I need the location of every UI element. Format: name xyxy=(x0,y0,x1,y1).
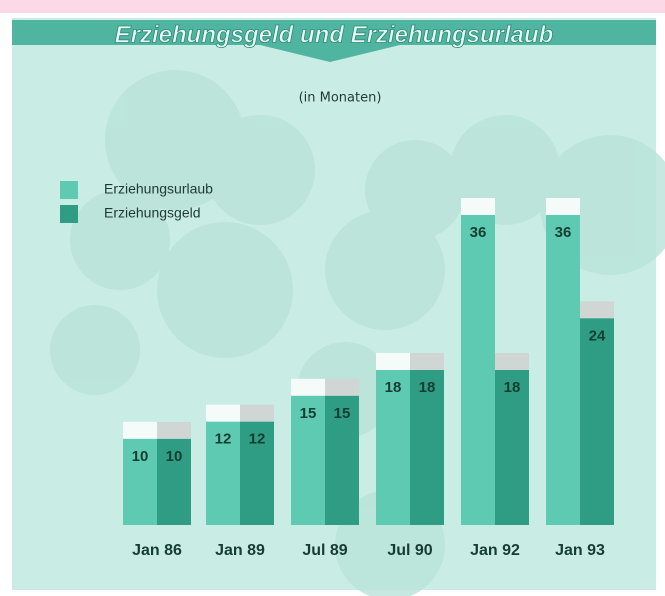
bar-cap xyxy=(410,353,444,370)
bar xyxy=(546,215,580,525)
legend-swatch xyxy=(60,205,78,223)
legend-label: Erziehungsgeld xyxy=(104,205,201,221)
data-label: 15 xyxy=(300,405,317,422)
bar-cap xyxy=(461,198,495,215)
data-label: 36 xyxy=(555,224,572,241)
top-band xyxy=(0,0,665,13)
x-tick-label: Jan 92 xyxy=(470,542,520,559)
data-label: 15 xyxy=(334,405,351,422)
x-tick-label: Jan 86 xyxy=(132,542,182,559)
data-label: 12 xyxy=(215,431,232,448)
bar-cap xyxy=(376,353,410,370)
bar-cap xyxy=(325,379,359,396)
bar xyxy=(461,215,495,525)
data-label: 10 xyxy=(132,448,149,465)
data-label: 12 xyxy=(249,431,266,448)
bar-cap xyxy=(240,405,274,422)
bar xyxy=(580,318,614,525)
data-label: 36 xyxy=(470,224,487,241)
bar-cap xyxy=(546,198,580,215)
x-tick-label: Jul 89 xyxy=(302,542,347,559)
chart: Erziehungsgeld und Erziehungsurlaub (in … xyxy=(0,0,665,596)
x-tick-label: Jan 93 xyxy=(555,542,605,559)
chart-title: Erziehungsgeld und Erziehungsurlaub xyxy=(115,21,554,48)
chart-subtitle: (in Monaten) xyxy=(299,91,382,106)
data-label: 24 xyxy=(589,327,606,344)
bar-cap xyxy=(495,353,529,370)
bar-cap xyxy=(157,422,191,439)
data-label: 18 xyxy=(504,379,521,396)
data-label: 10 xyxy=(166,448,183,465)
bar-cap xyxy=(123,422,157,439)
x-tick-label: Jul 90 xyxy=(387,542,432,559)
bar-cap xyxy=(291,379,325,396)
legend-label: Erziehungsurlaub xyxy=(104,181,213,197)
bar-cap xyxy=(206,405,240,422)
legend-swatch xyxy=(60,181,78,199)
x-tick-label: Jan 89 xyxy=(215,542,265,559)
data-label: 18 xyxy=(385,379,402,396)
bar-cap xyxy=(580,301,614,318)
data-label: 18 xyxy=(419,379,436,396)
